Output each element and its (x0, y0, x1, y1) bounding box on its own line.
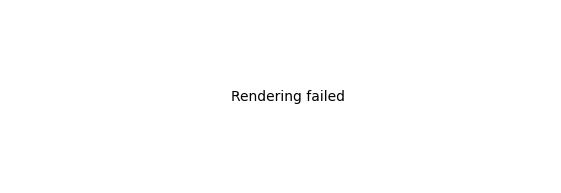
Text: Rendering failed: Rendering failed (231, 91, 344, 104)
